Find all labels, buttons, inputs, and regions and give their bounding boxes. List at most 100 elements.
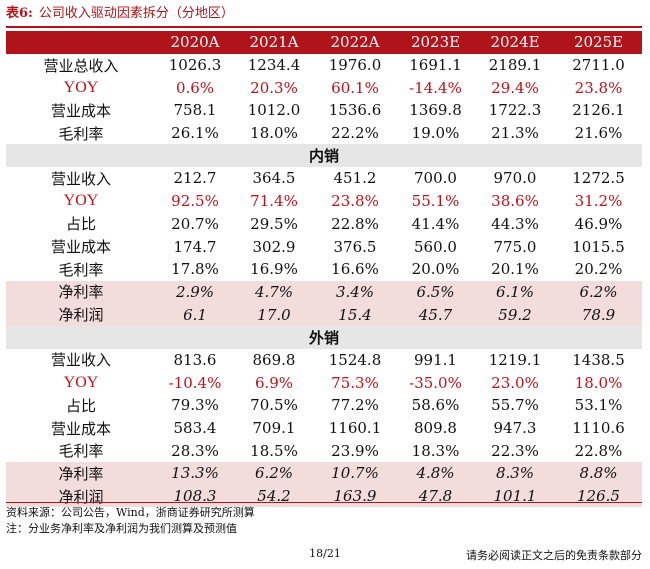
table-bottom-rule	[6, 502, 642, 503]
table-row: 营业成本 583.4 709.1 1160.1 809.8 947.3 1110.6	[6, 417, 642, 440]
value-cell: 1219.1	[488, 350, 542, 369]
revenue-breakdown-table: 2020A 2021A 2022A 2023E 2024E 2025E 营业总收…	[6, 31, 642, 508]
value-cell: 21.3%	[491, 124, 539, 143]
value-cell: 6.5%	[396, 280, 475, 304]
value-cell: 55.7%	[491, 396, 539, 415]
value-cell: 1369.8	[409, 101, 462, 120]
value-cell: 4.8%	[396, 462, 475, 485]
value-cell: 22.3%	[491, 441, 539, 460]
value-cell: 560.0	[414, 237, 457, 256]
table-row: 净利率 2.9% 4.7% 3.4% 6.5% 6.1% 6.2%	[6, 280, 642, 304]
value-cell: 108.3	[156, 484, 234, 508]
section-header-row: 外销	[6, 325, 642, 349]
value-cell: 23.8%	[331, 192, 379, 211]
value-cell: 6.2%	[234, 462, 314, 485]
value-cell: 19.0%	[411, 124, 460, 143]
value-cell: 700.0	[414, 169, 457, 188]
row-label: 净利润	[6, 303, 156, 326]
value-cell: 1524.8	[328, 350, 382, 369]
table-row: 占比 79.3% 70.5% 77.2% 58.6% 55.7% 53.1%	[6, 394, 642, 417]
value-cell: 6.9%	[254, 373, 294, 392]
table-row: 营业成本 758.1 1012.0 1536.6 1369.8 1722.3 2126.1	[6, 99, 642, 122]
value-cell: 54.2	[234, 484, 314, 508]
value-cell: 47.8	[396, 484, 475, 508]
title-rule	[6, 26, 642, 28]
header-cell	[6, 31, 156, 54]
value-cell: 991.1	[414, 350, 457, 369]
value-cell: -10.4%	[168, 373, 222, 392]
value-cell: 101.1	[475, 484, 555, 508]
table-row: YOY 0.6% 20.3% 60.1% -14.4% 29.4% 23.8%	[6, 76, 642, 99]
value-cell: 809.8	[414, 419, 457, 438]
table-row: 毛利率 17.8% 16.9% 16.6% 20.0% 20.1% 20.2%	[6, 258, 642, 281]
value-cell: 28.3%	[171, 441, 219, 460]
table-row: 净利润 108.3 54.2 163.9 47.8 101.1 126.5	[6, 484, 642, 508]
section-title: 内销	[6, 144, 642, 168]
value-cell: 20.3%	[250, 78, 298, 97]
value-cell: 23.9%	[331, 441, 379, 460]
value-cell: 1160.1	[328, 419, 382, 438]
value-cell: 55.1%	[411, 192, 460, 211]
row-label: 毛利率	[58, 124, 104, 143]
value-cell: 15.4	[314, 303, 396, 326]
value-cell: 2711.0	[572, 56, 625, 75]
value-cell: 13.3%	[156, 462, 234, 485]
row-label: 净利率	[6, 462, 156, 485]
value-cell: 44.3%	[491, 214, 539, 233]
value-cell: 22.8%	[574, 441, 623, 460]
value-cell: 23.8%	[574, 78, 623, 97]
table-row: 营业收入 212.7 364.5 451.2 700.0 970.0 1272.5	[6, 167, 642, 190]
value-cell: 174.7	[173, 237, 217, 256]
value-cell: 451.2	[333, 169, 377, 188]
row-label: YOY	[63, 192, 99, 210]
value-cell: 20.2%	[574, 260, 623, 279]
header-cell: 2020A	[156, 31, 234, 54]
value-cell: 17.8%	[171, 260, 219, 279]
value-cell: 1536.6	[328, 101, 382, 120]
value-cell: 75.3%	[331, 373, 379, 392]
value-cell: 8.8%	[555, 462, 642, 485]
section-title: 外销	[6, 325, 642, 349]
value-cell: 31.2%	[574, 192, 623, 211]
value-cell: 41.4%	[411, 214, 460, 233]
page-number: 18/21	[309, 547, 341, 560]
table-row: YOY 92.5% 71.4% 23.8% 55.1% 38.6% 31.2%	[6, 190, 642, 213]
value-cell: 16.6%	[331, 260, 379, 279]
value-cell: 1110.6	[572, 419, 625, 438]
header-cell: 2025E	[555, 31, 642, 54]
table-row: 营业总收入 1026.3 1234.4 1976.0 1691.1 2189.1 2711.…	[6, 54, 642, 77]
method-note: 注：分业务净利率及净利润为我们测算及预测值	[6, 522, 237, 535]
value-cell: 1012.0	[247, 101, 301, 120]
value-cell: 70.5%	[250, 396, 298, 415]
row-label: 营业成本	[50, 101, 111, 120]
value-cell: 376.5	[333, 237, 377, 256]
value-cell: 20.7%	[171, 214, 219, 233]
value-cell: 212.7	[173, 169, 217, 188]
value-cell: 10.7%	[314, 462, 396, 485]
value-cell: 1722.3	[488, 101, 542, 120]
row-label: 净利润	[6, 484, 156, 508]
value-cell: 2126.1	[572, 101, 625, 120]
value-cell: 6.1	[156, 303, 234, 326]
value-cell: 18.0%	[250, 124, 298, 143]
value-cell: 45.7	[396, 303, 475, 326]
value-cell: 92.5%	[171, 192, 219, 211]
table-number: 表6:	[6, 6, 33, 21]
value-cell: 1026.3	[168, 56, 222, 75]
value-cell: 0.6%	[175, 78, 215, 97]
value-cell: 163.9	[314, 484, 396, 508]
value-cell: 71.4%	[250, 192, 298, 211]
table-row: 毛利率 26.1% 18.0% 22.2% 19.0% 21.3% 21.6%	[6, 122, 642, 145]
row-label: 毛利率	[58, 260, 104, 279]
value-cell: 59.2	[475, 303, 555, 326]
value-cell: 22.2%	[331, 124, 379, 143]
value-cell: 20.0%	[411, 260, 460, 279]
row-label: 营业收入	[50, 351, 111, 370]
table-row: 净利率 13.3% 6.2% 10.7% 4.8% 8.3% 8.8%	[6, 462, 642, 485]
value-cell: 4.7%	[234, 280, 314, 304]
table-title: 表6: 公司收入驱动因素拆分（分地区）	[6, 4, 234, 24]
row-label: 营业收入	[50, 169, 111, 188]
disclaimer: 请务必阅读正文之后的免责条款部分	[466, 549, 642, 562]
value-cell: 23.0%	[491, 373, 539, 392]
value-cell: 813.6	[173, 350, 217, 369]
